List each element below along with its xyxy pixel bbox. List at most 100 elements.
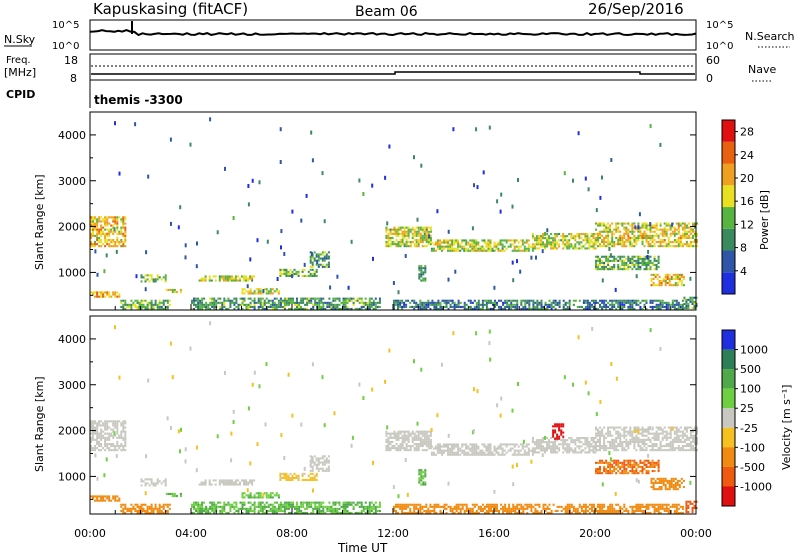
range-cell: [405, 503, 408, 506]
range-cell: [654, 479, 657, 482]
range-cell: [635, 236, 638, 239]
range-cell: [397, 303, 400, 306]
range-cell: [148, 280, 151, 283]
range-cell: [108, 228, 111, 231]
range-cell: [197, 297, 200, 300]
range-cell: [330, 305, 333, 308]
range-cell: [421, 303, 424, 306]
range-cell: [641, 236, 644, 239]
range-cell: [605, 259, 608, 262]
range-cell: [104, 436, 107, 439]
range-cell: [651, 449, 654, 452]
range-cell: [241, 299, 244, 302]
range-cell: [503, 245, 506, 248]
range-cell: [391, 228, 394, 231]
range-cell: [467, 249, 470, 252]
range-cell: [591, 299, 594, 302]
range-cell: [463, 451, 466, 454]
range-cell: [554, 447, 557, 450]
range-cell: [487, 249, 490, 252]
freq-left-tick-bottom: 8: [70, 72, 77, 85]
range-cell: [334, 305, 337, 308]
range-cell: [288, 307, 291, 310]
range-cell: [696, 438, 699, 441]
range-cell: [352, 505, 355, 508]
range-cell: [255, 492, 258, 495]
range-cell: [317, 253, 320, 256]
range-cell: [277, 305, 280, 308]
range-cell: [253, 305, 256, 308]
range-cell: [677, 445, 680, 448]
range-cell: [423, 440, 426, 443]
range-cell: [92, 291, 95, 294]
range-cell: [162, 503, 165, 506]
range-cell: [599, 443, 602, 446]
range-cell: [313, 270, 316, 273]
range-cell: [629, 243, 632, 246]
range-cell: [124, 245, 127, 248]
range-cell: [114, 497, 117, 500]
range-cell: [425, 436, 428, 439]
range-cell: [635, 239, 638, 242]
range-cell: [423, 232, 426, 235]
range-cell: [307, 478, 310, 481]
range-cell: [611, 255, 614, 258]
range-cell: [269, 496, 272, 499]
range-cell: [144, 280, 147, 283]
range-cell: [696, 449, 699, 452]
range-cell: [269, 288, 272, 291]
range-cell: [415, 511, 418, 514]
range-cell: [664, 484, 667, 487]
range-cell: [116, 440, 119, 443]
range-cell: [300, 297, 303, 300]
range-cell: [694, 230, 697, 233]
range-cell: [100, 432, 103, 435]
range-cell: [625, 440, 628, 443]
range-cell: [140, 307, 143, 310]
range-cell: [94, 432, 97, 435]
range-cell: [292, 505, 295, 508]
range-cell: [517, 451, 520, 454]
range-cell: [314, 507, 317, 510]
range-cell: [419, 438, 422, 441]
range-cell: [144, 307, 147, 310]
range-cell: [599, 245, 602, 248]
range-cell: [348, 503, 351, 506]
range-cell: [280, 245, 282, 250]
range-cell: [106, 224, 109, 227]
range-cell: [692, 236, 695, 239]
range-cell: [395, 432, 398, 435]
range-cell: [578, 299, 581, 302]
range-cell: [323, 259, 326, 262]
range-cell: [599, 430, 602, 433]
range-cell: [271, 505, 274, 508]
range-cell: [393, 243, 396, 246]
range-cell: [588, 445, 591, 448]
range-cell: [479, 245, 482, 248]
range-cell: [479, 449, 482, 452]
range-cell: [158, 303, 161, 306]
range-cell: [411, 305, 414, 308]
range-cell: [607, 236, 610, 239]
range-cell: [649, 124, 652, 129]
range-cell: [226, 483, 229, 486]
range-cell: [554, 307, 557, 310]
range-cell: [100, 291, 103, 294]
range-cell: [617, 305, 620, 308]
range-cell: [635, 430, 638, 433]
range-cell: [652, 488, 655, 491]
range-cell: [387, 243, 390, 246]
range-cell: [465, 303, 468, 306]
range-cell: [603, 241, 606, 244]
range-cell: [441, 245, 444, 248]
range-cell: [650, 273, 653, 276]
range-cell: [633, 263, 636, 266]
range-cell: [546, 228, 549, 233]
range-cell: [399, 447, 402, 450]
range-cell: [152, 307, 155, 310]
range-cell: [374, 301, 377, 304]
range-cell: [481, 453, 484, 456]
range-cell: [201, 505, 204, 508]
